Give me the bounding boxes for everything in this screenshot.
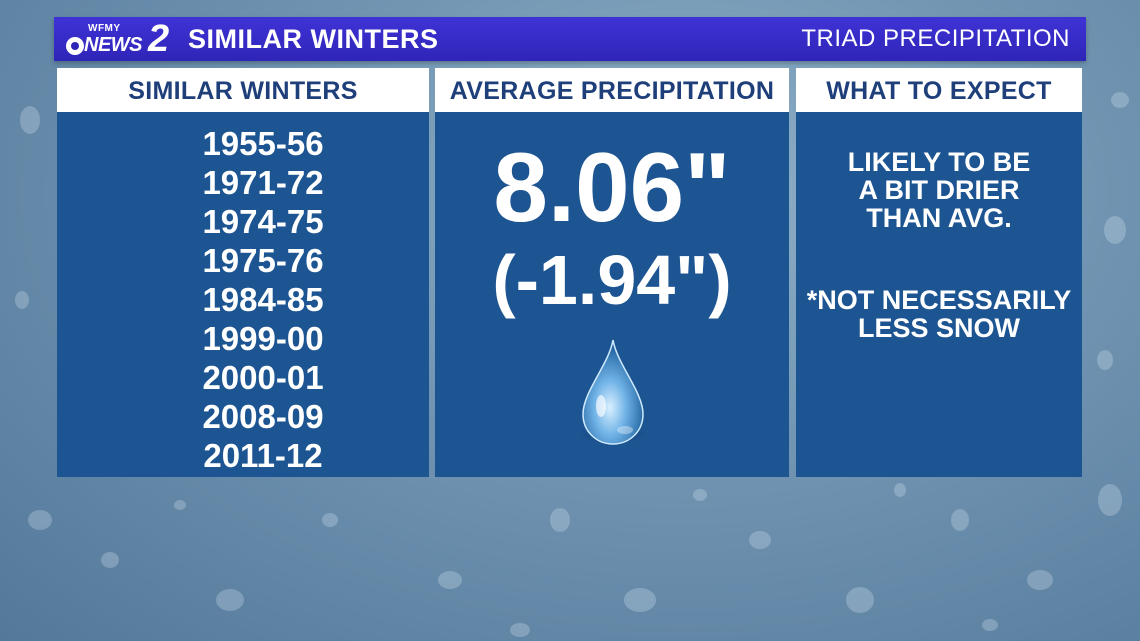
forecast-line: THAN AVG.: [866, 203, 1012, 233]
logo-call-letters: WFMY: [88, 23, 121, 34]
list-item: 2008-09: [202, 398, 324, 435]
disclaimer-line: LESS SNOW: [857, 313, 1020, 343]
list-item: 1999-00: [202, 320, 324, 357]
logo-number: 2: [148, 18, 170, 60]
cbs-eye-icon: [66, 37, 84, 55]
what-to-expect-heading: WHAT TO EXPECT: [796, 68, 1082, 112]
forecast-line: LIKELY TO BE: [847, 147, 1031, 177]
list-item: 1974-75: [202, 203, 324, 240]
list-item: 1984-85: [202, 281, 324, 318]
precipitation-departure: (-1.94"): [492, 241, 732, 319]
page-title: SIMILAR WINTERS: [188, 24, 439, 54]
section-label: TRIAD PRECIPITATION: [801, 25, 1070, 52]
average-precipitation-heading: AVERAGE PRECIPITATION: [435, 68, 789, 112]
average-precipitation-body: 8.06" (-1.94"): [435, 112, 789, 477]
water-drop-icon: [579, 339, 647, 445]
precipitation-value: 8.06": [493, 132, 731, 242]
average-precipitation-panel: AVERAGE PRECIPITATION 8.06" (-1.94"): [435, 68, 789, 477]
station-logo: WFMY NEWS 2: [62, 18, 180, 60]
list-item: 1955-56: [202, 125, 324, 162]
similar-winters-panel: SIMILAR WINTERS 1955-56 1971-72 1974-75 …: [57, 68, 429, 477]
similar-winters-body: 1955-56 1971-72 1974-75 1975-76 1984-85 …: [57, 112, 429, 477]
forecast-note: LIKELY TO BE A BIT DRIER THAN AVG.: [796, 148, 1082, 232]
similar-winters-heading: SIMILAR WINTERS: [57, 68, 429, 112]
logo-news: NEWS: [84, 34, 143, 56]
years-list: 1955-56 1971-72 1974-75 1975-76 1984-85 …: [57, 112, 429, 475]
list-item: 1975-76: [202, 242, 324, 279]
list-item: 1971-72: [202, 164, 324, 201]
snow-disclaimer: *NOT NECESSARILY LESS SNOW: [796, 286, 1082, 342]
what-to-expect-body: LIKELY TO BE A BIT DRIER THAN AVG. *NOT …: [796, 112, 1082, 477]
what-to-expect-panel: WHAT TO EXPECT LIKELY TO BE A BIT DRIER …: [796, 68, 1082, 477]
forecast-line: A BIT DRIER: [858, 175, 1020, 205]
list-item: 2000-01: [202, 359, 324, 396]
list-item: 2011-12: [203, 437, 323, 474]
title-bar: WFMY NEWS 2 SIMILAR WINTERS TRIAD PRECIP…: [54, 17, 1086, 61]
disclaimer-line: *NOT NECESSARILY: [806, 285, 1072, 315]
